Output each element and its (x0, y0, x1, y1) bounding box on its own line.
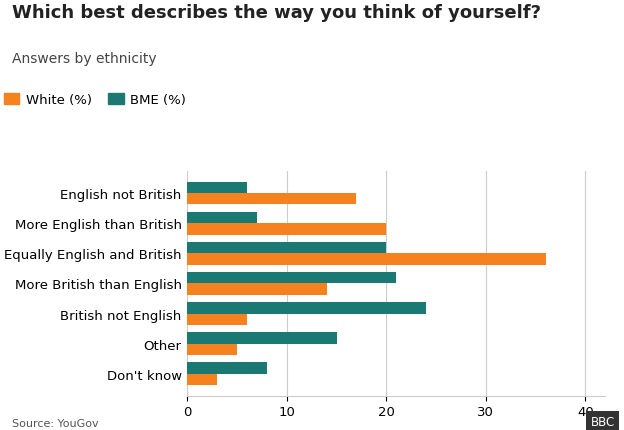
Legend: White (%), BME (%): White (%), BME (%) (4, 94, 186, 107)
Bar (187, 224, 386, 235)
Bar (187, 284, 326, 295)
Bar (187, 272, 396, 284)
Bar (187, 212, 257, 224)
Bar (187, 314, 247, 326)
Bar (187, 242, 386, 254)
Text: Answers by ethnicity: Answers by ethnicity (12, 52, 157, 65)
Bar (187, 182, 247, 194)
Bar (187, 254, 545, 265)
Bar (187, 362, 267, 374)
Bar (187, 374, 217, 385)
Bar (187, 332, 336, 344)
Bar (187, 344, 237, 355)
Text: Which best describes the way you think of yourself?: Which best describes the way you think o… (12, 4, 542, 22)
Text: BBC: BBC (590, 415, 615, 428)
Text: Source: YouGov: Source: YouGov (12, 418, 99, 428)
Bar (187, 302, 426, 314)
Bar (187, 194, 356, 205)
